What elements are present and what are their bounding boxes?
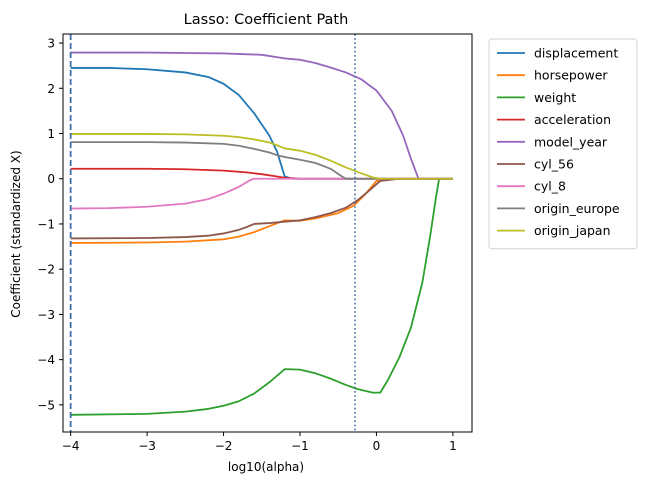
series-line-weight xyxy=(70,177,453,416)
x-tick-label: 1 xyxy=(449,439,457,453)
y-tick-label: 1 xyxy=(47,127,55,141)
legend-label: cyl_56 xyxy=(534,157,574,172)
x-tick-label: −4 xyxy=(62,439,80,453)
y-tick-label: 3 xyxy=(47,37,55,51)
x-tick-label: −2 xyxy=(215,439,233,453)
y-tick-label: 2 xyxy=(47,82,55,96)
legend-label: weight xyxy=(534,90,576,105)
x-tick-label: −1 xyxy=(291,439,309,453)
legend-label: cyl_8 xyxy=(534,179,566,194)
legend-label: horsepower xyxy=(534,68,608,83)
y-tick-label: 0 xyxy=(47,172,55,186)
y-tick-label: −2 xyxy=(37,263,55,277)
legend-label: displacement xyxy=(534,46,618,61)
series-line-origin-europe xyxy=(70,141,453,180)
plot-area xyxy=(69,34,453,432)
axes: −4 −3 −2 −1 0 1 −5 −4 −3 −2 −1 0 1 2 3 xyxy=(37,33,473,453)
series-line-acceleration xyxy=(70,167,453,180)
y-axis-label: Coefficient (standardized X) xyxy=(9,150,23,317)
y-tick-label: −1 xyxy=(37,217,55,231)
legend-label: acceleration xyxy=(534,112,611,127)
legend-label: origin_europe xyxy=(534,201,620,216)
legend: displacement horsepower weight acceleration… xyxy=(488,38,638,250)
plot-frame xyxy=(62,33,473,433)
legend-label: model_year xyxy=(534,134,608,149)
legend-box xyxy=(488,38,638,250)
chart-title: Lasso: Coefficient Path xyxy=(184,12,349,28)
series-lines xyxy=(69,34,453,432)
x-tick-label: 0 xyxy=(373,439,381,453)
legend-label: origin_japan xyxy=(534,223,611,238)
series-line-cyl-8 xyxy=(70,177,453,210)
y-tick-label: −5 xyxy=(37,398,55,412)
series-line-horsepower xyxy=(70,177,453,244)
series-line-cyl-56 xyxy=(70,177,453,240)
x-axis-label: log10(alpha) xyxy=(228,460,304,474)
y-tick-label: −4 xyxy=(37,353,55,367)
y-tick-label: −3 xyxy=(37,308,55,322)
series-line-origin-japan xyxy=(70,133,453,180)
series-line-displacement xyxy=(70,67,453,180)
x-tick-label: −3 xyxy=(138,439,156,453)
series-line-model-year xyxy=(70,51,453,180)
